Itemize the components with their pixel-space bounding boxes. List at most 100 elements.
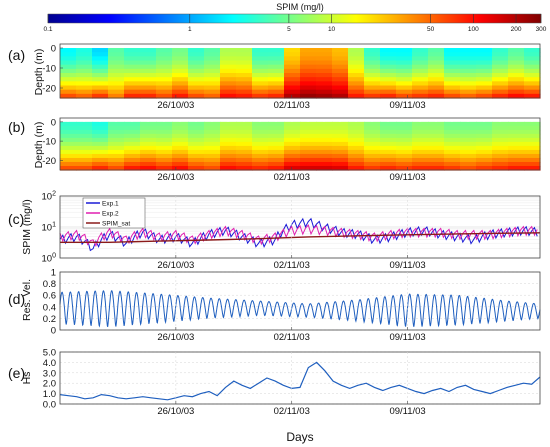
panel-a-cell [236, 52, 253, 57]
panel-b-cell [268, 153, 285, 159]
panel-a-cell [364, 73, 381, 78]
panel-b-cell [348, 161, 365, 167]
panel-b-cell [444, 141, 461, 147]
panel-a-cell [476, 60, 493, 66]
panel-b-surface-notch [252, 118, 268, 122]
panel-b-cell [92, 161, 109, 167]
panel-a-cell [156, 93, 173, 99]
panel-a-cell [444, 77, 461, 82]
panel-a-cell [508, 85, 525, 91]
panel-e-ytick-label: 0.0 [43, 400, 56, 411]
panel-a-cell [428, 56, 445, 62]
panel-a-cell [476, 56, 493, 62]
panel-a-cell [172, 93, 189, 99]
panel-a-cell [236, 77, 253, 82]
panel-a-cell [108, 60, 125, 66]
panel-a-cell [412, 64, 429, 70]
panel-a-surface-notch [252, 44, 268, 48]
panel-a-cell [332, 85, 349, 91]
panel-a-cell [492, 48, 509, 53]
panel-a-heatmap: 26/10/03 02/11/03 09/11/03 0 -10 -20 [42, 43, 541, 111]
series-line-exp-2 [59, 224, 538, 248]
panel-a-cell [460, 81, 477, 87]
panel-b-cell [140, 133, 157, 139]
panel-b-cell [188, 133, 205, 139]
panel-b-cell [188, 149, 205, 155]
panel-b-cell [444, 137, 461, 143]
panel-b-cell [140, 157, 157, 163]
panel-b-cell [316, 145, 333, 151]
panel-a-cell [428, 52, 445, 57]
panel-b-cell [252, 137, 269, 143]
panel-a-surface-notch [204, 44, 220, 48]
panel-a-surface-notch [348, 44, 364, 48]
panel-a-surface-notch [524, 44, 540, 48]
panel-b-cell [524, 145, 541, 151]
panel-a-cell [284, 73, 301, 78]
panel-a-frame [59, 43, 541, 99]
panel-a-surface-notch [396, 44, 412, 48]
panel-a-cell [284, 68, 301, 74]
panel-a-cell [428, 73, 445, 78]
panel-a-cell [188, 89, 205, 95]
panel-a-cell [380, 52, 397, 57]
panel-a-cell [508, 73, 525, 78]
panel-b-cell [268, 125, 285, 131]
panel-b-cell [252, 141, 269, 147]
panel-b-cell [300, 145, 317, 151]
panel-a-cell [332, 52, 349, 57]
panel-d-letter: (d) [8, 291, 25, 307]
panel-b-cell [524, 161, 541, 167]
panel-a-cell [332, 48, 349, 53]
panel-a-cell [412, 85, 429, 91]
panel-a-cell [268, 81, 285, 87]
panel-a-cell [124, 81, 141, 87]
panel-a-cell [316, 64, 333, 70]
panel-a-ylabel: Depth (m) [33, 49, 45, 96]
panel-e-frame [59, 351, 541, 405]
panel-a-surface-notch [108, 44, 124, 48]
panel-b-cell [460, 161, 477, 167]
panel-a-cell [204, 48, 221, 53]
panel-a-cell [188, 93, 205, 99]
panel-a-cell [284, 52, 301, 57]
panel-b-cell [188, 165, 205, 171]
panel-a-cell [124, 52, 141, 57]
panel-a-cell [284, 56, 301, 62]
panel-b-cell [204, 161, 221, 167]
panel-a-ytick-label: -10 [42, 64, 56, 75]
panel-a-cell [476, 73, 493, 78]
panel-a-cell [316, 85, 333, 91]
panel-b-cell [524, 165, 541, 171]
panel-a-cell [476, 52, 493, 57]
panel-a-cell [140, 56, 157, 62]
panel-b-surface-notch [412, 118, 428, 122]
panel-a-cell [412, 77, 429, 82]
panel-b-cell [348, 133, 365, 139]
panel-b-cell [236, 121, 253, 127]
panel-b-cell [428, 149, 445, 155]
panel-b-cell [316, 165, 333, 171]
panel-a-cell [236, 48, 253, 53]
panel-b-cell [156, 125, 173, 131]
panel-a-cell [108, 89, 125, 95]
panel-a-cell [364, 77, 381, 82]
panel-b-cell [380, 157, 397, 163]
panel-b-cell [476, 137, 493, 143]
panel-b-cell [60, 145, 77, 151]
panel-a-cell [108, 68, 125, 74]
panel-a-cell [524, 52, 541, 57]
panel-a-surface-notch [428, 44, 444, 48]
panel-a-cell [476, 93, 493, 99]
panel-a-cell [188, 81, 205, 87]
panel-b-cell [300, 157, 317, 163]
panel-b-cell [284, 129, 301, 135]
panel-a-cell [444, 60, 461, 66]
panel-a-cell [188, 85, 205, 91]
panel-b-cell [332, 145, 349, 151]
panel-b-cell [92, 133, 109, 139]
panel-b-cell [284, 157, 301, 163]
panel-b-cell [76, 129, 93, 135]
panel-a-cell [364, 81, 381, 87]
panel-a-cell [124, 60, 141, 66]
